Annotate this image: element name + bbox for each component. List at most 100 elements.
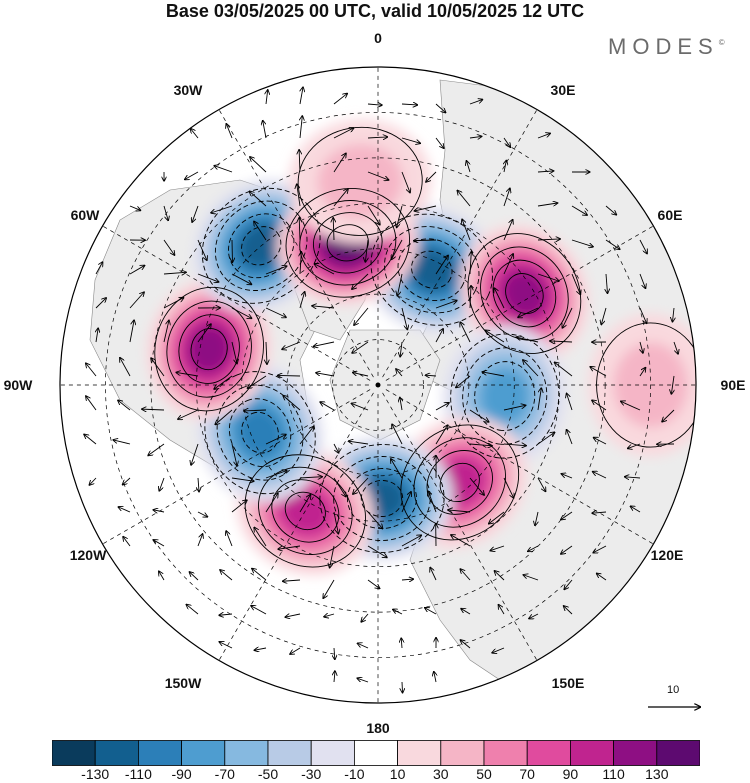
wind-arrow xyxy=(265,435,286,445)
wind-arrow xyxy=(499,605,505,615)
anomaly-contour xyxy=(326,224,369,262)
wind-arrow xyxy=(153,540,165,547)
wind-arrow xyxy=(434,672,436,683)
map-title: Base 03/05/2025 00 UTC, valid 10/05/2025… xyxy=(165,1,585,21)
colorbar-tick-label: -130 xyxy=(81,766,110,782)
colorbar-cell xyxy=(440,740,485,766)
wind-arrow xyxy=(631,506,641,513)
wind-arrow xyxy=(142,409,165,410)
wind-arrow xyxy=(163,205,168,220)
wind-arrow xyxy=(495,571,505,581)
wind-arrow xyxy=(214,375,233,389)
wind-arrow xyxy=(555,362,573,377)
wind-arrow xyxy=(537,477,545,491)
meridian-line xyxy=(218,392,374,661)
wind-arrow xyxy=(192,205,199,222)
wind-arrow xyxy=(401,579,413,580)
colorbar-cell xyxy=(613,740,658,766)
colorbar xyxy=(52,740,700,766)
colorbar-tick-label: -30 xyxy=(301,766,322,782)
wind-arrow xyxy=(400,341,402,357)
longitude-label: 120W xyxy=(69,547,107,563)
wind-arrow xyxy=(285,614,301,617)
wind-arrow xyxy=(349,441,369,444)
wind-arrow xyxy=(503,405,525,411)
latitude-circle xyxy=(241,248,515,522)
wind-arrow xyxy=(625,477,641,478)
wind-arrow xyxy=(367,545,387,557)
wind-arrow xyxy=(265,307,286,317)
wind-arrow xyxy=(460,569,471,581)
wind-arrow xyxy=(567,394,573,411)
wind-arrow xyxy=(470,286,471,309)
wind-arrow xyxy=(129,205,140,210)
wind-arrow xyxy=(492,647,505,653)
wind-arrow xyxy=(231,341,237,363)
wind-arrow xyxy=(462,219,471,241)
wind-arrow xyxy=(490,545,505,551)
wind-arrow xyxy=(176,372,199,377)
wind-arrow xyxy=(461,640,471,649)
wind-arrow xyxy=(351,403,369,411)
longitude-label: 150E xyxy=(551,675,585,691)
wind-arrow xyxy=(219,642,233,649)
wind-arrow xyxy=(186,605,199,615)
wind-arrow xyxy=(314,264,335,275)
longitude-label: 90E xyxy=(720,377,746,393)
wind-arrow xyxy=(197,239,207,260)
anomaly-contour xyxy=(313,212,383,274)
wind-arrow xyxy=(460,322,471,343)
wind-arrow xyxy=(333,189,348,207)
wind-arrow xyxy=(461,609,471,615)
wind-arrow xyxy=(503,444,526,446)
wind-arrow xyxy=(606,273,607,293)
wind-arrow xyxy=(628,443,641,448)
wind-arrow xyxy=(537,273,559,281)
wind-arrow xyxy=(84,434,97,445)
colorbar-cell xyxy=(94,740,139,766)
wind-arrow xyxy=(594,438,607,445)
wind-arrow xyxy=(485,330,505,343)
wind-arrow xyxy=(367,137,387,138)
wind-arrow xyxy=(231,307,251,318)
wind-arrow xyxy=(562,307,573,328)
wind-arrow xyxy=(435,425,448,445)
wind-arrow xyxy=(489,511,505,524)
wind-arrow xyxy=(282,341,301,349)
anomaly-contour xyxy=(228,398,292,468)
wind-arrow xyxy=(537,133,550,139)
wind-arrow xyxy=(333,218,334,241)
wind-arrow xyxy=(662,409,675,422)
wind-arrow xyxy=(590,367,607,377)
wind-vectors xyxy=(84,87,678,692)
wind-arrow xyxy=(255,648,267,650)
wind-arrow xyxy=(120,358,131,377)
latitude-circle xyxy=(195,202,561,568)
graticule xyxy=(60,67,696,703)
wind-arrow xyxy=(537,432,555,445)
wind-arrow xyxy=(640,341,643,353)
wind-arrow xyxy=(469,100,482,105)
wind-arrow xyxy=(503,188,510,207)
wind-arrow xyxy=(290,647,301,654)
wind-arrow xyxy=(250,157,267,173)
wind-arrow xyxy=(564,579,573,589)
wind-arrow xyxy=(605,205,616,215)
wind-arrow xyxy=(159,477,165,491)
wind-arrow xyxy=(504,161,506,173)
wind-arrow xyxy=(190,572,199,581)
colorbar-tick-label: 90 xyxy=(562,766,579,782)
meridian-line xyxy=(218,109,374,378)
colorbar-cell xyxy=(138,740,183,766)
colorbar-tick-label: -70 xyxy=(214,766,235,782)
anomaly-contour xyxy=(411,250,453,289)
anomaly-contour xyxy=(450,333,560,459)
wind-arrow xyxy=(592,400,607,411)
longitude-label: 60E xyxy=(657,207,683,223)
wind-arrow xyxy=(129,266,144,275)
wind-arrow xyxy=(153,510,165,512)
wind-arrow xyxy=(352,341,369,353)
wind-arrow xyxy=(537,239,560,240)
meridian-line xyxy=(382,392,538,661)
wind-arrow xyxy=(113,440,131,445)
